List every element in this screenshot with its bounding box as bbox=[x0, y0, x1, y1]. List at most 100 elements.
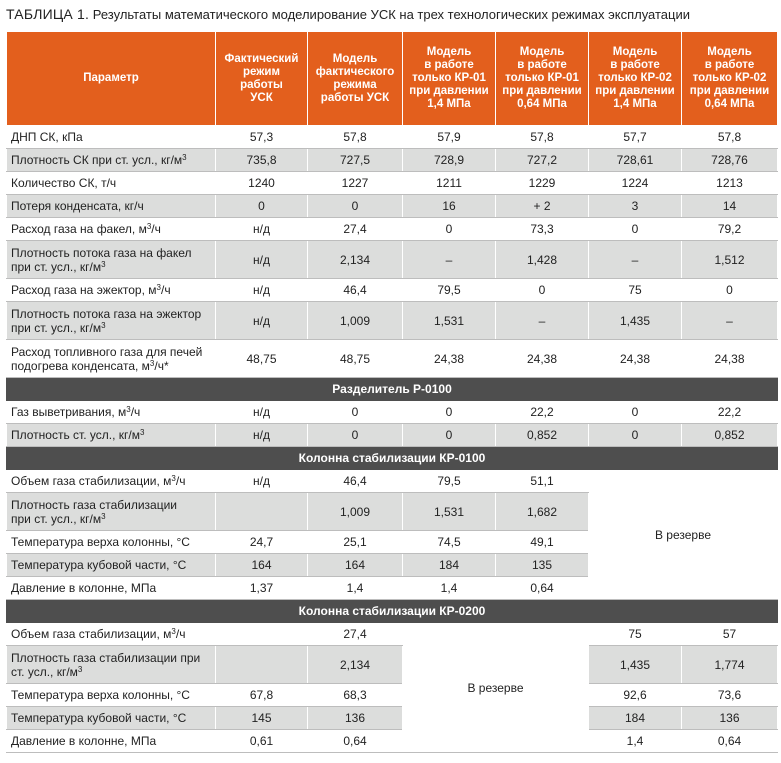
param-cell: Плотность СК при ст. усл., кг/м3 bbox=[6, 148, 216, 172]
param-cell: Расход топливного газа для печей подогрев… bbox=[6, 339, 216, 378]
value-cell: 136 bbox=[307, 706, 403, 730]
value-cell: 735,8 bbox=[215, 148, 308, 172]
value-cell: 0,64 bbox=[307, 729, 403, 753]
table-row: Плотность газа стабилизации при ст. усл.,… bbox=[6, 492, 778, 531]
table-caption: ТАБЛИЦА 1. Результаты математического мо… bbox=[6, 6, 690, 23]
value-cell: 0 bbox=[588, 423, 682, 447]
value-cell: 57,3 bbox=[215, 125, 308, 149]
param-cell: Расход газа на эжектор, м3/ч bbox=[6, 278, 216, 302]
value-cell: 57,8 bbox=[495, 125, 589, 149]
param-cell: ДНП СК, кПа bbox=[6, 125, 216, 149]
value-cell: 16 bbox=[402, 194, 496, 218]
param-cell: Плотность газа стабилизации при ст. усл.,… bbox=[6, 645, 216, 684]
value-cell: 1224 bbox=[588, 171, 682, 195]
header-model-actual: Модель фактического режима работы УСК bbox=[307, 31, 403, 126]
header-kr02-0-64: Модель в работе только КР-02 при давлении 0,… bbox=[681, 31, 778, 126]
value-cell: 1,512 bbox=[681, 240, 778, 279]
value-cell: 1,4 bbox=[307, 576, 403, 600]
table-row: Объем газа стабилизации, м3/ч 27,4 В рез… bbox=[6, 622, 778, 753]
value-cell: 1,428 bbox=[495, 240, 589, 279]
value-cell: 1,682 bbox=[495, 492, 589, 531]
param-cell: Температура кубовой части, °С bbox=[6, 706, 216, 730]
value-cell: н/д bbox=[215, 217, 308, 241]
value-cell: 24,7 bbox=[215, 530, 308, 554]
value-cell: 0 bbox=[588, 400, 682, 424]
caption-text: Результаты математического моделирование… bbox=[92, 7, 691, 22]
value-cell: 1,435 bbox=[588, 645, 682, 684]
value-cell: + 2 bbox=[495, 194, 589, 218]
value-cell bbox=[215, 492, 308, 531]
value-cell: 27,4 bbox=[307, 217, 403, 241]
section-row: Колонна стабилизации КР-0100 bbox=[6, 446, 778, 470]
value-cell: 48,75 bbox=[215, 339, 308, 378]
value-cell: 2,134 bbox=[307, 240, 403, 279]
value-cell: 1213 bbox=[681, 171, 778, 195]
value-cell: 1,435 bbox=[588, 301, 682, 340]
value-cell: 0,852 bbox=[495, 423, 589, 447]
value-cell: н/д bbox=[215, 240, 308, 279]
value-cell: 48,75 bbox=[307, 339, 403, 378]
section-row: Колонна стабилизации КР-0200 bbox=[6, 599, 778, 623]
table-row: Температура кубовой части, °С 145 136 18… bbox=[6, 706, 778, 730]
table-row: ДНП СК, кПа 57,3 57,8 57,9 57,8 57,7 57,… bbox=[6, 125, 778, 149]
table-row: Давление в колонне, МПа 0,61 0,64 1,4 0,… bbox=[6, 729, 778, 753]
section-row: Разделитель Р-0100 bbox=[6, 377, 778, 401]
value-cell: 145 bbox=[215, 706, 308, 730]
value-cell: 74,5 bbox=[402, 530, 496, 554]
value-cell bbox=[215, 645, 308, 684]
table-row: Потеря конденсата, кг/ч 0 0 16 + 2 3 14 bbox=[6, 194, 778, 218]
table-row: Плотность потока газа на эжектор при ст. … bbox=[6, 301, 778, 340]
value-cell: 24,38 bbox=[588, 339, 682, 378]
value-cell: 0,61 bbox=[215, 729, 308, 753]
value-cell: 25,1 bbox=[307, 530, 403, 554]
value-cell: 57,8 bbox=[681, 125, 778, 149]
param-cell: Давление в колонне, МПа bbox=[6, 729, 216, 753]
table-row: Расход газа на эжектор, м3/ч н/д 46,4 79… bbox=[6, 278, 778, 302]
reserve-cell-kr0100: В резерве bbox=[588, 469, 778, 600]
value-cell: 1,4 bbox=[402, 576, 496, 600]
header-row: Параметр Фактический режим работы УСК Модел… bbox=[6, 31, 778, 126]
value-cell: 1227 bbox=[307, 171, 403, 195]
value-cell: 0 bbox=[402, 217, 496, 241]
table-row: Давление в колонне, МПа 1,37 1,4 1,4 0,6… bbox=[6, 576, 778, 600]
table-row: Расход топливного газа для печей подогрев… bbox=[6, 339, 778, 378]
header-parameter: Параметр bbox=[6, 31, 216, 126]
table-row: Температура верха колонны, °С 24,7 25,1 … bbox=[6, 530, 778, 554]
value-cell: 1,37 bbox=[215, 576, 308, 600]
value-cell: 0 bbox=[402, 423, 496, 447]
value-cell: 24,38 bbox=[495, 339, 589, 378]
value-cell: 1211 bbox=[402, 171, 496, 195]
value-cell: 49,1 bbox=[495, 530, 589, 554]
header-actual-mode: Фактический режим работы УСК bbox=[215, 31, 308, 126]
value-cell: 136 bbox=[681, 706, 778, 730]
table-row: Температура верха колонны, °С 67,8 68,3 … bbox=[6, 683, 778, 707]
value-cell: 73,6 bbox=[681, 683, 778, 707]
value-cell: 24,38 bbox=[681, 339, 778, 378]
value-cell: 79,2 bbox=[681, 217, 778, 241]
value-cell: 727,5 bbox=[307, 148, 403, 172]
value-cell: – bbox=[495, 301, 589, 340]
table-row: Плотность потока газа на факел при ст. ус… bbox=[6, 240, 778, 279]
value-cell: 1,4 bbox=[588, 729, 682, 753]
param-cell: Температура верха колонны, °С bbox=[6, 683, 216, 707]
value-cell: 57,9 bbox=[402, 125, 496, 149]
value-cell: 46,4 bbox=[307, 278, 403, 302]
value-cell: 728,9 bbox=[402, 148, 496, 172]
table-row: Количество СК, т/ч 1240 1227 1211 1229 1… bbox=[6, 171, 778, 195]
value-cell: 1229 bbox=[495, 171, 589, 195]
value-cell: 22,2 bbox=[495, 400, 589, 424]
header-kr02-1-4: Модель в работе только КР-02 при давлении 1,… bbox=[588, 31, 682, 126]
value-cell: – bbox=[681, 301, 778, 340]
table-row: Расход газа на факел, м3/ч н/д 27,4 0 73… bbox=[6, 217, 778, 241]
value-cell: 0 bbox=[307, 423, 403, 447]
value-cell: 92,6 bbox=[588, 683, 682, 707]
table-row: Плотность СК при ст. усл., кг/м3 735,8 7… bbox=[6, 148, 778, 172]
table-row: Плотность газа стабилизации при ст. усл.,… bbox=[6, 645, 778, 684]
param-cell: Температура кубовой части, °С bbox=[6, 553, 216, 577]
value-cell: 1,531 bbox=[402, 301, 496, 340]
value-cell: 0,64 bbox=[681, 729, 778, 753]
caption-label: ТАБЛИЦА 1. bbox=[6, 6, 90, 22]
value-cell: 79,5 bbox=[402, 278, 496, 302]
value-cell bbox=[215, 622, 308, 646]
param-cell: Плотность газа стабилизации при ст. усл.,… bbox=[6, 492, 216, 531]
